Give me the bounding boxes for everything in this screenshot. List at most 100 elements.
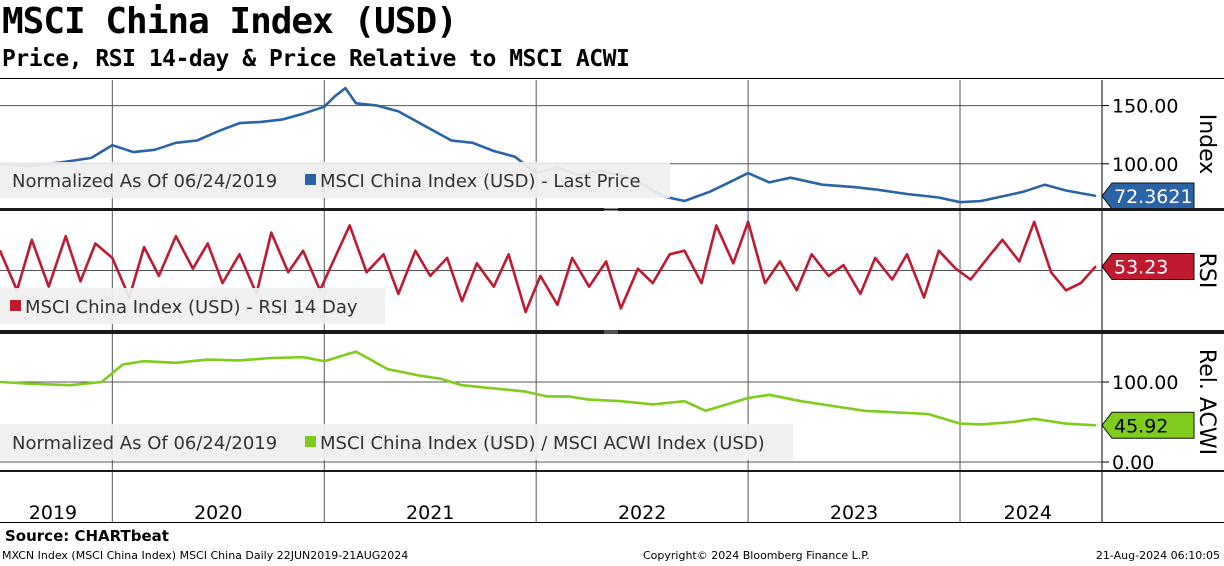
footer-ticker-info: MXCN Index (MSCI China Index) MSCI China…: [2, 549, 409, 562]
data-point-relative: [387, 368, 389, 371]
footer-timestamp: 21-Aug-2024 06:10:05: [1095, 549, 1220, 562]
chart-title: MSCI China Index (USD): [2, 1, 458, 42]
data-point-relative: [69, 384, 71, 387]
data-point-rsi: [1094, 265, 1097, 268]
data-point-rsi: [891, 278, 893, 281]
source-note: Source: CHARTbeat: [5, 527, 169, 545]
data-point-price: [906, 193, 908, 195]
data-point-relative: [524, 390, 527, 393]
data-point-rsi: [111, 257, 114, 259]
data-point-relative: [927, 413, 930, 415]
data-point-relative: [440, 378, 442, 380]
last-value-tag-price: [1101, 182, 1195, 210]
data-point-relative: [959, 422, 961, 425]
last-value-tag-relative: [1101, 411, 1195, 439]
data-point-relative: [980, 423, 983, 426]
data-point-price: [90, 157, 92, 159]
legend-label: MSCI China Index (USD) / MSCI ACWI Index…: [320, 433, 765, 454]
data-point-price: [344, 87, 347, 89]
data-point-rsi: [620, 307, 622, 310]
data-point-rsi: [859, 293, 862, 295]
data-point-price: [980, 200, 983, 202]
data-point-price: [281, 118, 283, 121]
data-point-price: [853, 186, 855, 188]
data-point-rsi: [175, 235, 177, 238]
data-point-relative: [683, 400, 686, 403]
data-point-price: [768, 181, 771, 184]
data-point-price: [111, 144, 114, 146]
data-point-rsi: [79, 280, 82, 283]
data-point-relative: [567, 395, 569, 398]
last-value-label: 45.92: [1114, 415, 1168, 437]
data-point-rsi: [461, 300, 463, 302]
data-point-relative: [620, 400, 622, 403]
data-point-price: [959, 201, 961, 203]
data-point-rsi: [492, 285, 495, 288]
data-point-rsi: [810, 253, 813, 256]
data-point-price: [789, 176, 792, 179]
data-point-rsi: [1050, 271, 1052, 274]
data-point-rsi: [668, 253, 671, 256]
data-point-price: [238, 122, 241, 124]
data-point-relative: [461, 384, 463, 387]
last-value-label: 72.3621: [1114, 186, 1193, 208]
data-point-rsi: [700, 282, 703, 284]
data-point-rsi: [94, 242, 97, 245]
data-point-price: [1022, 190, 1025, 193]
data-point-relative: [302, 356, 304, 359]
data-point-rsi: [874, 257, 877, 259]
legend-box: [0, 424, 793, 460]
data-point-rsi: [348, 224, 351, 227]
panel-divider: [0, 470, 1224, 472]
data-point-rsi: [524, 311, 527, 313]
data-point-price: [196, 139, 198, 142]
x-year-label: 2024: [1004, 502, 1052, 524]
data-point-rsi: [954, 267, 957, 270]
legend-swatch: [10, 300, 21, 311]
data-point-relative: [1065, 422, 1067, 425]
data-point-relative: [832, 405, 834, 407]
data-point-rsi: [637, 267, 639, 270]
data-point-rsi: [476, 262, 478, 265]
data-point-relative: [1012, 421, 1014, 423]
data-point-rsi: [715, 224, 718, 227]
data-point-rsi: [588, 285, 590, 288]
last-value-tag-rsi: [1101, 252, 1195, 280]
series-line-rsi: [0, 220, 1097, 314]
footer-copyright: Copyright© 2024 Bloomberg Finance L.P.: [643, 549, 870, 562]
data-point-rsi: [143, 246, 145, 248]
data-point-relative: [1033, 418, 1035, 420]
data-point-relative: [175, 362, 177, 364]
data-point-relative: [238, 359, 241, 362]
data-point-relative: [355, 350, 357, 353]
data-point-price: [1094, 195, 1097, 197]
panel-divider: [0, 208, 1224, 211]
x-year-label: 2020: [194, 502, 242, 524]
data-point-rsi: [906, 253, 908, 256]
data-point-relative: [122, 363, 124, 366]
legend-box: [0, 288, 385, 324]
data-point-rsi: [938, 249, 940, 252]
data-point-rsi: [842, 264, 845, 266]
x-year-label: 2019: [29, 502, 77, 524]
panel-divider: [0, 330, 1224, 334]
y-tick-label: 100.00: [1112, 372, 1178, 394]
data-point-rsi: [429, 275, 432, 277]
legend-label: MSCI China Index (USD) - RSI 14 Day: [25, 297, 358, 318]
data-point-relative: [143, 360, 145, 363]
y-tick-label: 100.00: [1112, 154, 1178, 176]
axis-title: Rel. ACWI: [1194, 349, 1219, 455]
y-tick-label: 150.00: [1112, 96, 1178, 118]
data-point-rsi: [1080, 282, 1082, 284]
data-point-rsi: [764, 282, 766, 284]
data-point-rsi: [923, 296, 925, 299]
data-point-relative: [323, 360, 326, 363]
data-point-rsi: [1065, 289, 1067, 292]
data-point-price: [397, 110, 400, 113]
data-point-price: [153, 149, 156, 151]
data-point-rsi: [414, 249, 417, 252]
data-point-rsi: [571, 257, 573, 259]
data-point-rsi: [683, 249, 686, 252]
data-point-price: [217, 130, 220, 132]
